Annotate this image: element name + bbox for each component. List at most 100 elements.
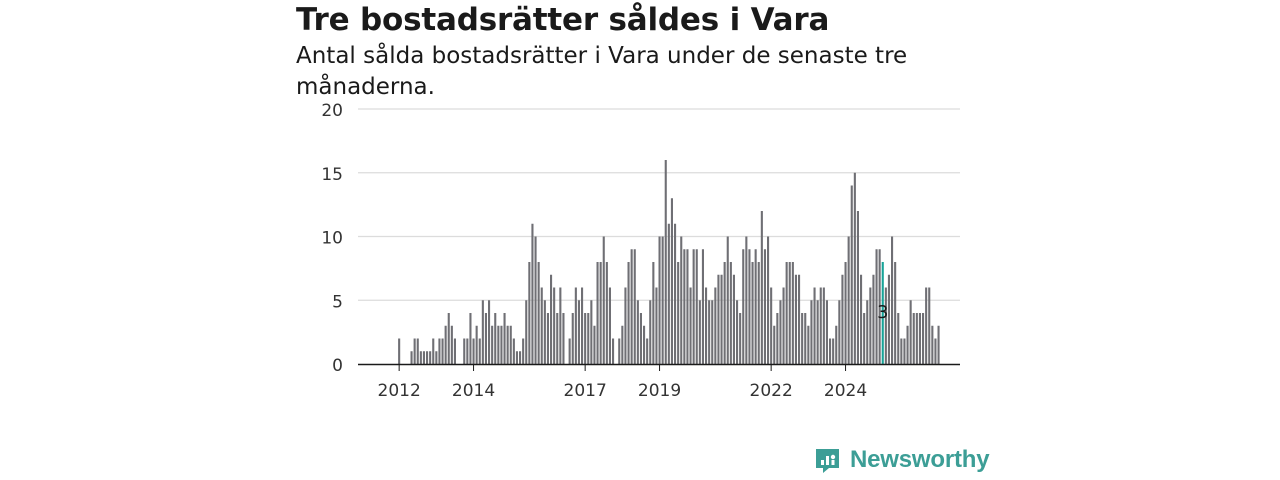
bar (652, 262, 655, 364)
bar (599, 262, 602, 364)
bar (519, 351, 522, 364)
bar (683, 249, 686, 364)
bar (602, 236, 605, 364)
bar (835, 325, 838, 364)
bar (847, 236, 850, 364)
x-tick-label: 2014 (452, 381, 495, 401)
y-tick-label: 10 (321, 229, 343, 249)
bar (884, 287, 887, 364)
bar (692, 249, 695, 364)
bar (537, 262, 540, 364)
y-tick-label: 15 (321, 165, 343, 185)
bar (674, 223, 677, 364)
bar (472, 338, 475, 364)
bar (667, 223, 670, 364)
bar (723, 262, 726, 364)
x-axis-ticks: 2012 2014 2017 2019 2022 2024 (378, 364, 867, 401)
bar (410, 351, 413, 364)
bar (522, 338, 525, 364)
bar (556, 313, 559, 364)
bar (853, 172, 856, 364)
bar (717, 274, 720, 364)
bar (413, 338, 416, 364)
y-tick-label: 0 (332, 356, 343, 376)
bar (937, 325, 940, 364)
bar (574, 287, 577, 364)
bar (593, 325, 596, 364)
bar (711, 300, 714, 364)
bar (906, 325, 909, 364)
bar (581, 287, 584, 364)
bar (643, 325, 646, 364)
x-tick-label: 2017 (564, 381, 607, 401)
bar (708, 300, 711, 364)
bar (791, 262, 794, 364)
bar (794, 274, 797, 364)
bar (788, 262, 791, 364)
bar (639, 313, 642, 364)
bar (925, 287, 928, 364)
bar (646, 338, 649, 364)
bar (531, 223, 534, 364)
y-tick-label: 5 (332, 292, 343, 312)
bar (426, 351, 429, 364)
bar (488, 300, 491, 364)
chart-subtitle: Antal sålda bostadsrätter i Vara under d… (296, 43, 908, 100)
bar (661, 236, 664, 364)
bar (568, 338, 571, 364)
bar (525, 300, 528, 364)
bar (463, 338, 466, 364)
bar (770, 287, 773, 364)
bar (664, 160, 667, 364)
bar (686, 249, 689, 364)
bar (754, 249, 757, 364)
bar (484, 313, 487, 364)
bar (745, 236, 748, 364)
bar (922, 313, 925, 364)
bar (856, 211, 859, 364)
bar (779, 300, 782, 364)
bar (705, 287, 708, 364)
highlight-value-label: 3 (877, 302, 888, 323)
bar (720, 274, 723, 364)
bar (782, 287, 785, 364)
bar (577, 300, 580, 364)
bar (633, 249, 636, 364)
bar (444, 325, 447, 364)
bar (670, 198, 673, 364)
bar (624, 287, 627, 364)
bars (398, 160, 940, 364)
bar (760, 211, 763, 364)
bar (469, 313, 472, 364)
bar (860, 274, 863, 364)
bar (677, 262, 680, 364)
bar (441, 338, 444, 364)
y-tick-label: 20 (321, 101, 343, 121)
bar (751, 262, 754, 364)
bar (872, 274, 875, 364)
bar (897, 313, 900, 364)
bar (798, 274, 801, 364)
y-axis-tick-labels: 0 5 10 15 20 (321, 101, 343, 376)
bar (841, 274, 844, 364)
bar (618, 338, 621, 364)
bar (850, 185, 853, 364)
bar (546, 313, 549, 364)
bar (748, 249, 751, 364)
bar (497, 325, 500, 364)
chart-title: Tre bostadsrätter såldes i Vara (296, 2, 830, 38)
bar (658, 236, 661, 364)
bar (732, 274, 735, 364)
bar (432, 338, 435, 364)
bar (729, 262, 732, 364)
bar (844, 262, 847, 364)
bar (475, 325, 478, 364)
bar (590, 300, 593, 364)
bar (785, 262, 788, 364)
bar (559, 287, 562, 364)
bar (763, 249, 766, 364)
bar (807, 325, 810, 364)
newsworthy-logo-text: Newsworthy (850, 446, 990, 473)
bar (816, 300, 819, 364)
bar (481, 300, 484, 364)
